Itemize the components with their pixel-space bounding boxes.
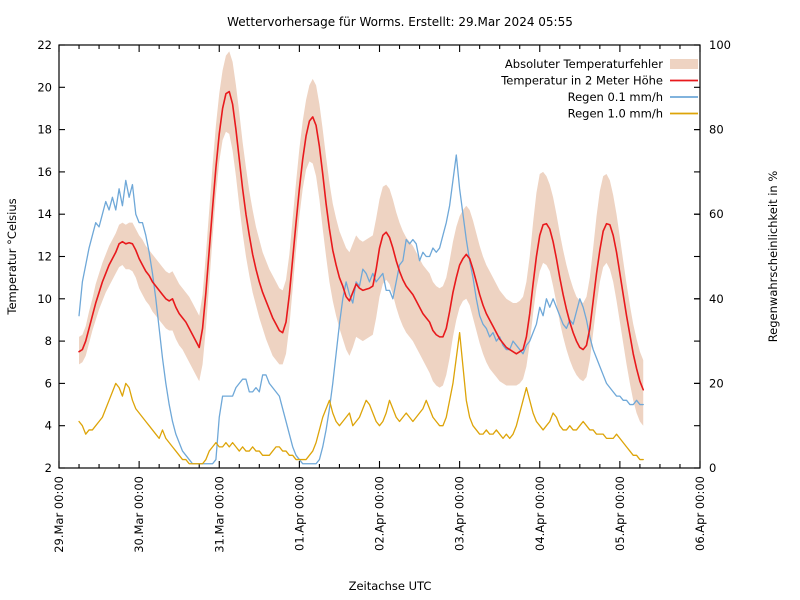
y-axis-title: Temperatur °Celsius — [5, 198, 19, 315]
plot-frame-overlay — [58, 44, 701, 469]
y-axis-tick-label: 16 — [37, 165, 52, 179]
legend-label-0: Absoluter Temperaturfehler — [505, 57, 663, 71]
x-axis-tick-label: 29.Mar 00:00 — [52, 476, 66, 553]
y-axis-tick-label: 10 — [37, 292, 52, 306]
y-axis-tick-label: 20 — [37, 80, 52, 94]
y2-axis-tick-label: 100 — [709, 38, 731, 52]
legend-label-1: Temperatur in 2 Meter Höhe — [500, 74, 663, 88]
temperature-error-band — [79, 51, 644, 426]
y-axis-tick-label: 6 — [45, 376, 52, 390]
y-axis-tick-label: 4 — [45, 419, 52, 433]
y2-axis-tick-label: 80 — [709, 123, 724, 137]
y2-axis-tick-label: 20 — [709, 376, 724, 390]
y-axis-tick-label: 22 — [37, 38, 52, 52]
y2-axis-title: Regenwahrscheinlichkeit in % — [766, 171, 780, 343]
x-axis-title: Zeitachse UTC — [349, 579, 432, 593]
y-axis-tick-label: 12 — [37, 250, 52, 264]
x-axis-tick-label: 03.Apr 00:00 — [453, 476, 467, 551]
x-axis-tick-label: 01.Apr 00:00 — [292, 476, 306, 551]
legend-label-2: Regen 0.1 mm/h — [568, 90, 663, 104]
x-axis-tick-label: 31.Mar 00:00 — [212, 476, 226, 553]
series-line-temperature — [78, 90, 645, 391]
y2-axis-tick-label: 60 — [709, 207, 724, 221]
y2-axis-tick-label: 40 — [709, 292, 724, 306]
x-axis-tick-label: 30.Mar 00:00 — [132, 476, 146, 553]
x-axis-tick-label: 05.Apr 00:00 — [613, 476, 627, 551]
y-axis-tick-label: 8 — [45, 334, 52, 348]
legend-label-3: Regen 1.0 mm/h — [568, 107, 663, 121]
x-axis-tick-label: 02.Apr 00:00 — [373, 476, 387, 551]
y-axis-tick-label: 18 — [37, 123, 52, 137]
series-line-regen-01 — [78, 154, 644, 465]
chart-title: Wettervorhersage für Worms. Erstellt: 29… — [227, 15, 573, 29]
legend-swatch-band — [670, 59, 698, 69]
x-axis-tick-label: 04.Apr 00:00 — [533, 476, 547, 551]
series-line-regen-10 — [78, 331, 644, 465]
y2-axis-tick-label: 0 — [709, 461, 716, 475]
x-axis-tick-label: 06.Apr 00:00 — [693, 476, 707, 551]
y-axis-tick-label: 2 — [45, 461, 52, 475]
y-axis-tick-label: 14 — [37, 207, 52, 221]
